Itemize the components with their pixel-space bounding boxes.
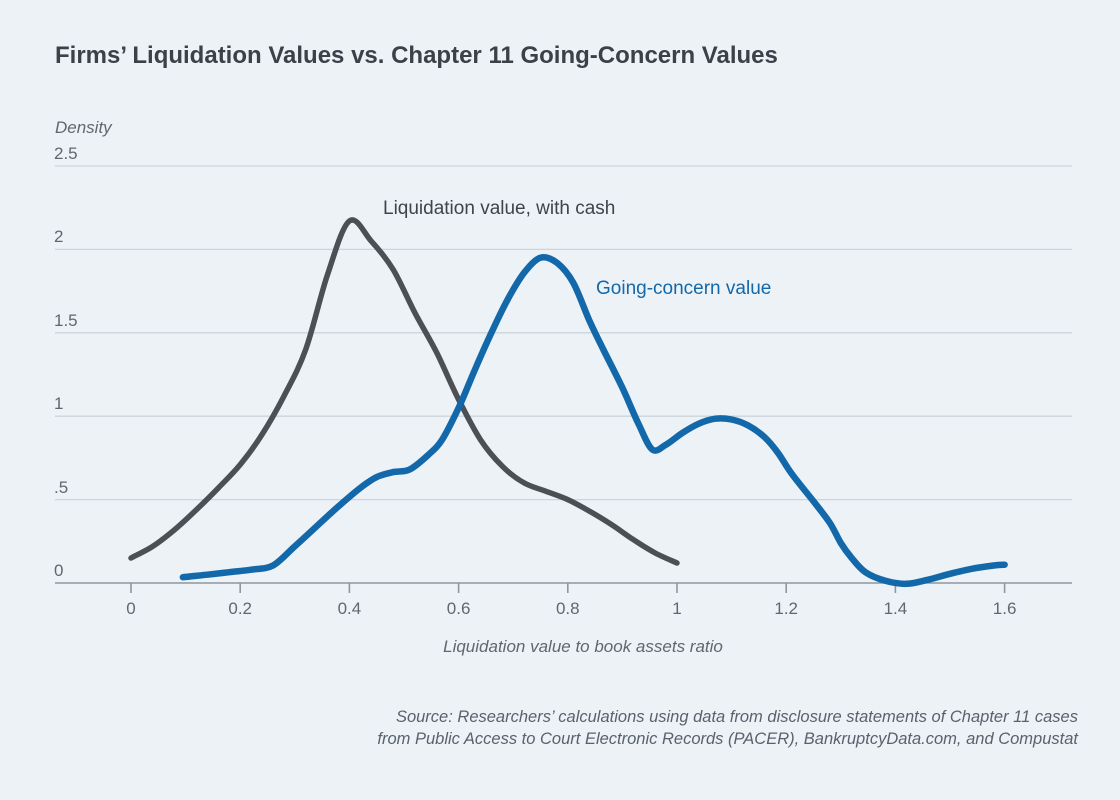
y-tick-label: 1.5: [54, 310, 78, 330]
x-tick-label: 0.6: [446, 599, 471, 618]
y-tick-label: 2.5: [54, 144, 78, 163]
x-tick-label: 1.6: [992, 599, 1017, 618]
y-tick-label: 2: [54, 227, 64, 247]
y-tick-label: .5: [54, 477, 69, 497]
x-axis-title: Liquidation value to book assets ratio: [443, 637, 723, 656]
x-tick-label: 0.8: [555, 599, 580, 618]
source-note: Source: Researchers’ calculations using …: [178, 707, 1078, 750]
x-tick-label: 1.2: [774, 599, 799, 618]
chart-title: Firms’ Liquidation Values vs. Chapter 11…: [55, 42, 778, 69]
source-line-1: Source: Researchers’ calculations using …: [395, 708, 1078, 726]
x-tick-label: 0: [126, 599, 136, 618]
source-line-2: from Public Access to Court Electronic R…: [377, 729, 1078, 748]
series-label-going-concern-value: Going-concern value: [596, 278, 772, 299]
liquidation-value-curve: [128, 217, 680, 566]
x-tick-label: 1.4: [883, 599, 908, 618]
x-tick-label: 0.4: [337, 599, 362, 618]
y-tick-label: 0: [54, 561, 64, 580]
x-tick-label: 0.2: [228, 599, 253, 618]
going-concern-curve: [179, 253, 1008, 588]
y-tick-label: 1: [54, 394, 64, 414]
x-tick-label: 1: [672, 599, 682, 618]
series-label-liquidation-value: Liquidation value, with cash: [383, 198, 616, 219]
y-axis-title: Density: [55, 118, 112, 137]
